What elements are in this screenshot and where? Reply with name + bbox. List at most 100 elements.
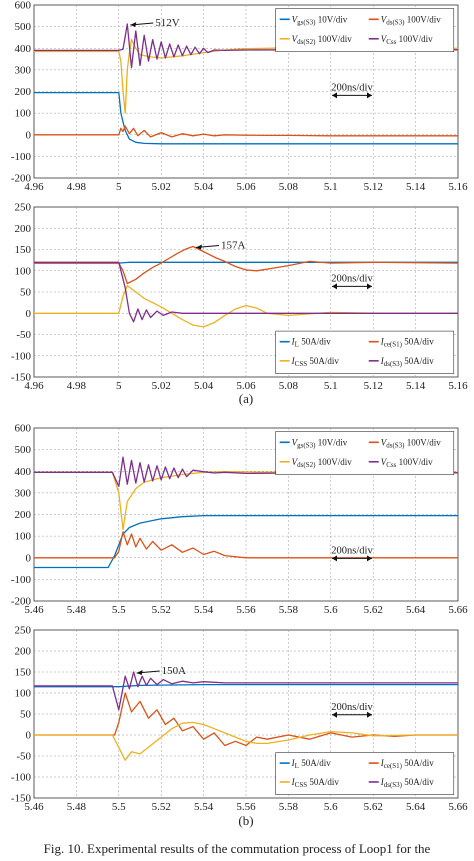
x-tick-label: 5.58 <box>279 604 299 616</box>
y-tick-label: 100 <box>15 265 32 277</box>
y-tick-label: 500 <box>15 21 32 33</box>
x-tick-label: 5.5 <box>112 604 126 616</box>
y-tick-label: 300 <box>15 487 32 499</box>
x-tick-label: 5.6 <box>324 604 338 616</box>
x-tick-label: 5.54 <box>194 801 214 813</box>
x-tick-label: 5.56 <box>236 604 256 616</box>
x-tick-label: 5.62 <box>364 801 383 813</box>
series-line-i-ds-s3- <box>34 261 458 323</box>
x-tick-label: 5.1 <box>324 181 338 193</box>
x-tick-label: 5 <box>116 181 122 193</box>
legend-entry: VCss 100V/div <box>381 457 433 469</box>
x-tick-label: 5.58 <box>279 801 299 813</box>
y-tick-label: -100 <box>11 574 32 586</box>
series-line-v-css <box>34 23 458 69</box>
x-tick-label: 5.16 <box>448 181 468 193</box>
chart-b2: 5.46 5.48 5.5 5.52 5.54 5.56 5.58 5.6 5.62 5.64 5.… <box>11 625 468 829</box>
legend-entry: Vds(S3) 100V/div <box>381 14 442 26</box>
legend-entry: ICSS 50A/div <box>291 356 340 368</box>
x-tick-label: 5.04 <box>194 181 214 193</box>
legend-entry: ICSS 50A/div <box>291 777 340 789</box>
legend-entry: Vds(S3) 100V/div <box>381 437 442 449</box>
y-tick-label: 100 <box>15 531 32 543</box>
y-tick-label: 150 <box>15 244 32 256</box>
y-tick-label: -200 <box>11 173 32 185</box>
x-tick-label: 4.96 <box>24 181 44 193</box>
y-tick-label: 200 <box>15 86 32 98</box>
x-tick-label: 5.48 <box>67 801 87 813</box>
x-tick-label: 5.46 <box>24 604 44 616</box>
x-tick-label: 5.12 <box>364 380 383 392</box>
series-line-i-ce-s1- <box>34 692 458 747</box>
x-tick-label: 5.06 <box>236 181 256 193</box>
y-tick-label: -100 <box>11 350 32 362</box>
x-tick-label: 5.56 <box>236 801 256 813</box>
chart-a2: 4.96 4.98 5 5.02 5.04 5.06 5.08 5.1 5.12 5.14 5.16… <box>11 202 468 407</box>
x-tick-label: 5.64 <box>406 801 426 813</box>
y-tick-label: -200 <box>11 596 32 608</box>
x-tick-label: 5.14 <box>406 181 426 193</box>
peak-arrowhead <box>136 670 143 675</box>
x-tick-label: 5.16 <box>448 380 468 392</box>
series-line-v-ds-s3- <box>34 531 458 559</box>
legend-entry: VCss 100V/div <box>381 34 433 46</box>
legend-entry: Ids(S3) 50A/div <box>380 777 435 789</box>
y-tick-label: 500 <box>15 444 32 456</box>
scale-annotation: 200ns/div <box>331 702 373 713</box>
legend-entry: Vgs(S3) 10V/div <box>292 14 348 26</box>
x-tick-label: 4.98 <box>67 380 87 392</box>
y-tick-label: 200 <box>15 646 32 658</box>
y-tick-label: 600 <box>15 0 32 12</box>
peak-arrowhead <box>196 244 202 250</box>
y-tick-label: -100 <box>11 151 32 163</box>
legend-box <box>275 330 455 374</box>
x-tick-label: 5.6 <box>324 801 338 813</box>
series-line-i-ds-s3- <box>34 671 458 711</box>
y-tick-label: 250 <box>15 625 32 637</box>
scale-annotation: 200ns/div <box>331 273 373 284</box>
scale-arrowheads <box>332 283 372 290</box>
x-tick-label: 5.66 <box>448 604 468 616</box>
y-tick-label: 100 <box>15 688 32 700</box>
legend-entry: Vds(S2) 100V/div <box>292 34 353 46</box>
x-tick-label: 5 <box>116 380 122 392</box>
y-tick-label: 50 <box>20 709 32 721</box>
series-line-i-l <box>34 683 458 688</box>
x-tick-label: 5.46 <box>24 801 44 813</box>
x-tick-label: 5.5 <box>112 801 126 813</box>
scale-annotation: 200ns/div <box>331 545 373 556</box>
y-tick-label: 600 <box>15 423 32 435</box>
series-line-v-gs-s3- <box>34 91 458 145</box>
legend-box <box>275 8 455 53</box>
y-tick-label: 0 <box>26 308 32 320</box>
series-line-v-css <box>34 456 458 488</box>
x-tick-label: 5.52 <box>152 604 171 616</box>
x-tick-label: 5.14 <box>406 380 426 392</box>
y-tick-label: 200 <box>15 223 32 235</box>
legend-box <box>275 431 455 476</box>
y-tick-label: -150 <box>11 372 32 384</box>
y-tick-label: -100 <box>11 772 32 784</box>
legend-entry: Vds(S2) 100V/div <box>292 457 353 469</box>
y-tick-label: -150 <box>11 793 32 805</box>
chart-a1: 4.96 4.98 5 5.02 5.04 5.06 5.08 5.1 5.12 5.14 5.16… <box>11 0 468 193</box>
panel-label: (b) <box>238 813 253 828</box>
y-tick-label: 0 <box>26 730 32 742</box>
legend-entry: Ice(S1) 50A/div <box>380 758 435 770</box>
peak-arrowhead <box>130 22 137 28</box>
x-tick-label: 5.54 <box>194 604 214 616</box>
x-tick-label: 5.08 <box>279 181 299 193</box>
peak-label: 157A <box>221 240 246 252</box>
legend-box <box>275 752 455 795</box>
x-tick-label: 5.62 <box>364 604 383 616</box>
y-tick-label: 400 <box>15 43 32 55</box>
figure-caption: Fig. 10. Experimental results of the com… <box>43 841 431 856</box>
y-tick-label: -50 <box>16 329 31 341</box>
x-tick-label: 5.04 <box>194 380 214 392</box>
x-tick-label: 5.12 <box>364 181 383 193</box>
y-tick-label: 150 <box>15 667 32 679</box>
x-tick-label: 5.48 <box>67 604 87 616</box>
x-tick-label: 5.08 <box>279 380 299 392</box>
x-tick-label: 5.1 <box>324 380 338 392</box>
series-line-i-ce-s1- <box>34 245 458 285</box>
